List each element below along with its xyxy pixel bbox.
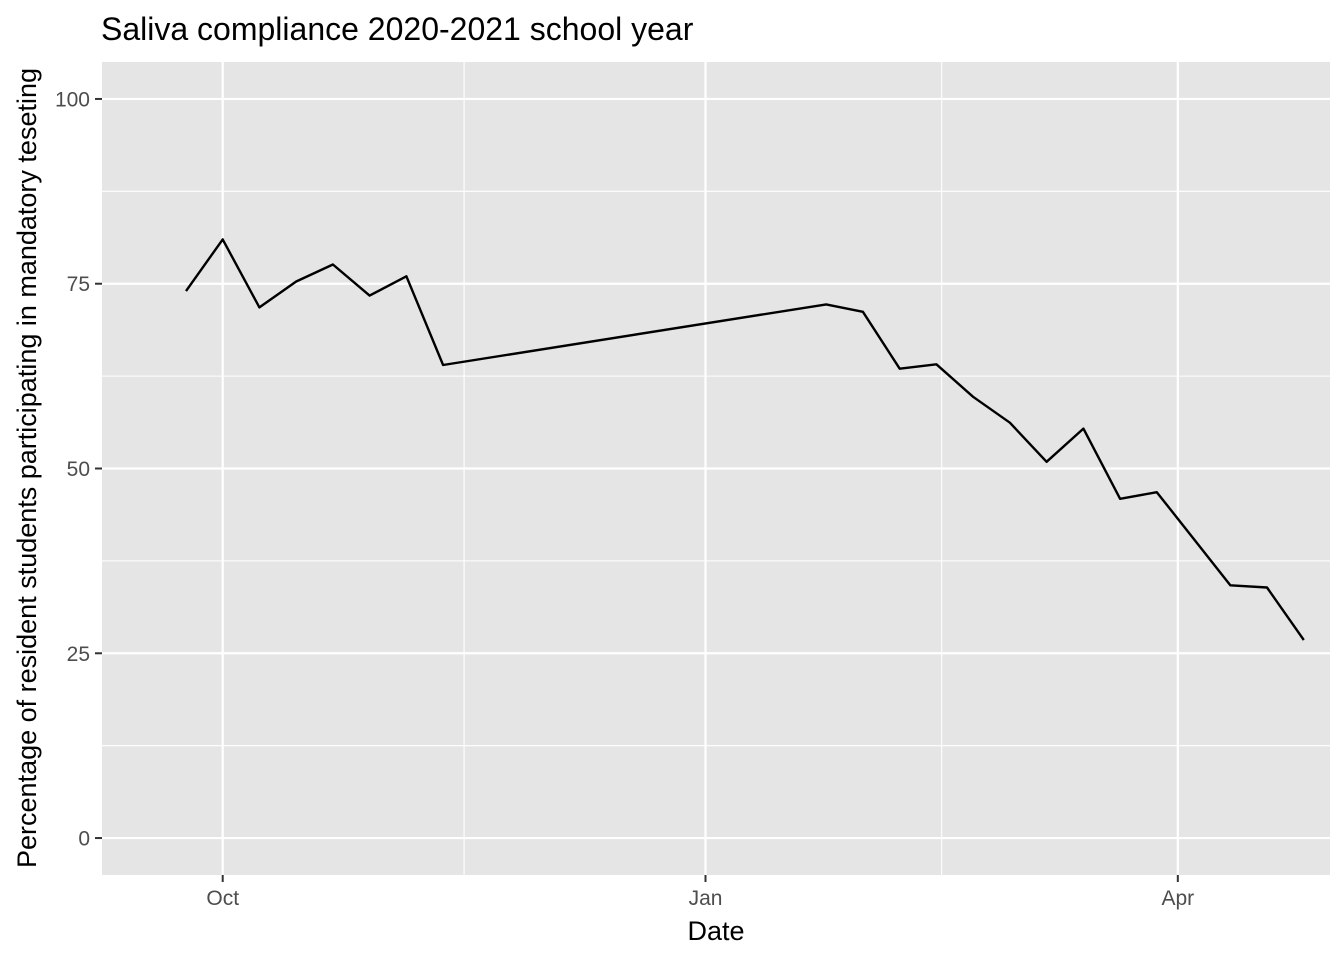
series-layer — [185, 238, 1305, 641]
chart-title: Saliva compliance 2020-2021 school year — [101, 11, 694, 47]
x-tick-label-0: Oct — [206, 887, 239, 910]
y-axis: 0 25 50 75 100 — [55, 88, 102, 851]
major-gridlines — [102, 62, 1330, 875]
y-tick-label-3: 75 — [67, 273, 90, 296]
y-tick-label-1: 25 — [67, 643, 90, 666]
x-tick-label-1: Jan — [689, 887, 723, 910]
y-tick-label-0: 0 — [78, 828, 90, 851]
y-tick-label-4: 100 — [55, 88, 90, 111]
x-tick-label-2: Apr — [1161, 887, 1194, 910]
series-line-0 — [185, 238, 1305, 641]
y-tick-label-2: 50 — [67, 458, 90, 481]
y-axis-title: Percentage of resident students particip… — [12, 68, 42, 868]
x-axis-title: Date — [687, 916, 744, 946]
x-axis: Oct Jan Apr — [206, 875, 1194, 910]
